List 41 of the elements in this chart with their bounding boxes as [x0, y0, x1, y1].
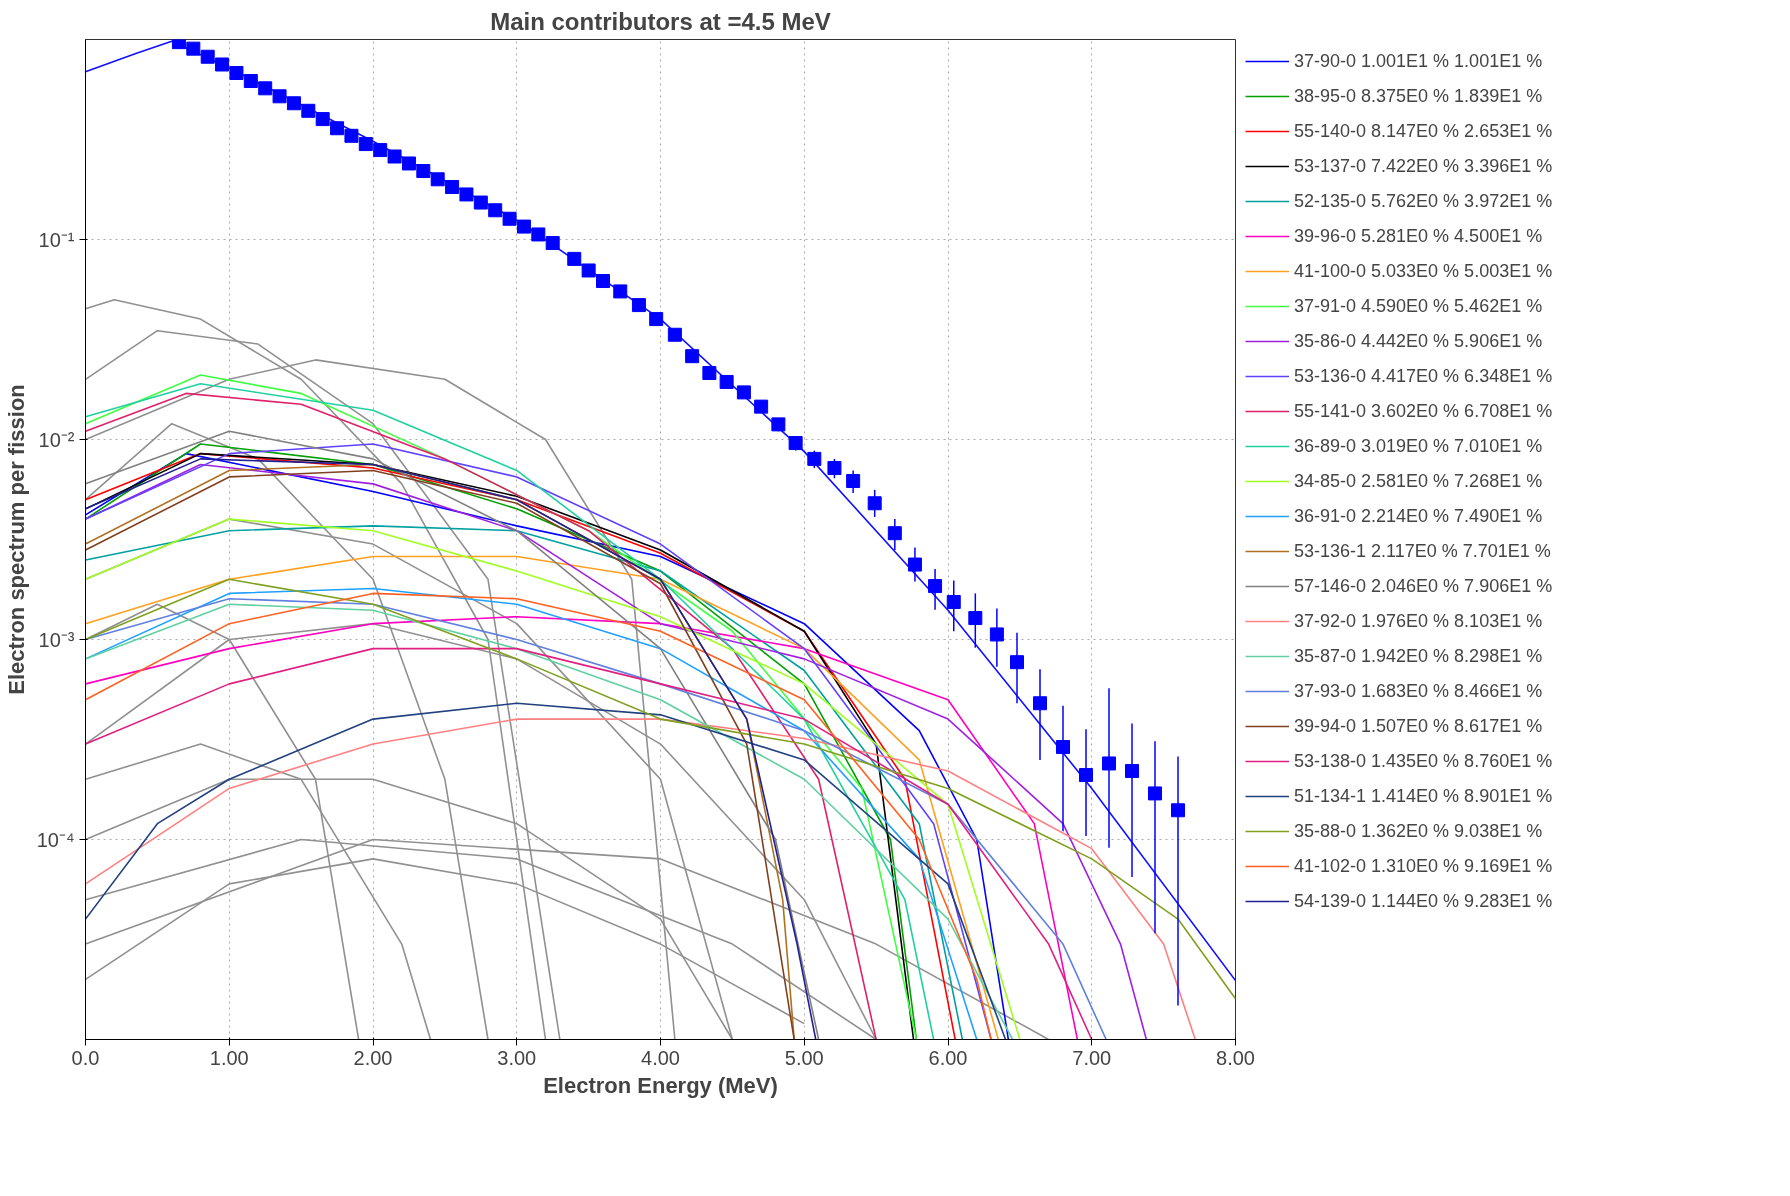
legend-label: 37-93-0 1.683E0 % 8.466E1 %	[1294, 679, 1543, 703]
y-tick-label: 10⁻¹	[38, 228, 75, 251]
legend-label: 57-146-0 2.046E0 % 7.906E1 %	[1294, 574, 1553, 598]
y-tick-label: 10⁻³	[38, 628, 75, 651]
x-tick-label: 6.00	[928, 1046, 968, 1069]
x-tick-label: 3.00	[497, 1046, 537, 1069]
y-axis-title: Electron spectrum per fission	[3, 384, 29, 695]
legend-label: 52-135-0 5.762E0 % 3.972E1 %	[1294, 189, 1553, 213]
legend-label: 41-102-0 1.310E0 % 9.169E1 %	[1294, 854, 1553, 878]
legend-label: 37-91-0 4.590E0 % 5.462E1 %	[1294, 294, 1543, 318]
legend-label: 35-86-0 4.442E0 % 5.906E1 %	[1294, 329, 1543, 353]
chart-title: Main contributors at =4.5 MeV	[490, 7, 831, 35]
legend-label: 36-89-0 3.019E0 % 7.010E1 %	[1294, 434, 1543, 458]
x-tick-label: 5.00	[784, 1046, 824, 1069]
legend-label: 41-100-0 5.033E0 % 5.003E1 %	[1294, 259, 1553, 283]
legend-label: 37-92-0 1.976E0 % 8.103E1 %	[1294, 609, 1543, 633]
x-axis-title: Electron Energy (MeV)	[543, 1072, 778, 1098]
legend-label: 36-91-0 2.214E0 % 7.490E1 %	[1294, 504, 1543, 528]
legend-label: 55-140-0 8.147E0 % 2.653E1 %	[1294, 119, 1553, 143]
legend-label: 55-141-0 3.602E0 % 6.708E1 %	[1294, 399, 1553, 423]
legend-label: 35-87-0 1.942E0 % 8.298E1 %	[1294, 644, 1543, 668]
legend-label: 38-95-0 8.375E0 % 1.839E1 %	[1294, 84, 1543, 108]
legend-label: 34-85-0 2.581E0 % 7.268E1 %	[1294, 469, 1543, 493]
legend-label: 39-96-0 5.281E0 % 4.500E1 %	[1294, 224, 1543, 248]
legend-label: 53-137-0 7.422E0 % 3.396E1 %	[1294, 154, 1553, 178]
legend-label: 37-90-0 1.001E1 % 1.001E1 %	[1294, 49, 1543, 73]
legend-label: 54-139-0 1.144E0 % 9.283E1 %	[1294, 889, 1553, 913]
legend-label: 51-134-1 1.414E0 % 8.901E1 %	[1294, 784, 1553, 808]
legend-label: 35-88-0 1.362E0 % 9.038E1 %	[1294, 819, 1543, 843]
y-tick-label: 10⁻²	[38, 428, 75, 451]
legend-label: 53-138-0 1.435E0 % 8.760E1 %	[1294, 749, 1553, 773]
x-tick-label: 0.0	[71, 1046, 100, 1069]
legend-label: 39-94-0 1.507E0 % 8.617E1 %	[1294, 714, 1543, 738]
legend-label: 53-136-1 2.117E0 % 7.701E1 %	[1294, 539, 1551, 563]
y-tick-label: 10⁻⁴	[36, 828, 75, 851]
x-tick-label: 4.00	[641, 1046, 680, 1069]
x-tick-label: 8.00	[1216, 1046, 1255, 1069]
x-tick-label: 2.00	[353, 1046, 393, 1069]
legend-label: 53-136-0 4.417E0 % 6.348E1 %	[1294, 364, 1553, 388]
x-tick-label: 7.00	[1072, 1046, 1112, 1069]
x-tick-label: 1.00	[209, 1046, 249, 1069]
